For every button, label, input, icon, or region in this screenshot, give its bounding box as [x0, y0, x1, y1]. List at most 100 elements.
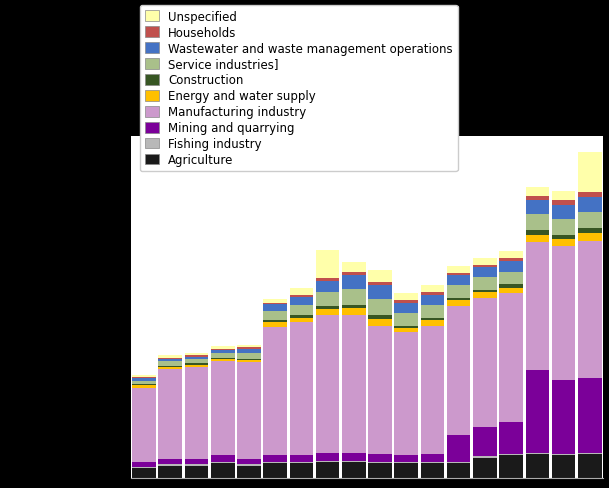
Bar: [263, 311, 287, 320]
Bar: [499, 455, 523, 478]
Bar: [578, 453, 602, 454]
Bar: [316, 462, 339, 478]
Bar: [421, 318, 445, 320]
Bar: [578, 454, 602, 478]
Bar: [237, 466, 261, 478]
Bar: [395, 328, 418, 333]
Bar: [211, 350, 234, 353]
Bar: [342, 276, 365, 289]
Bar: [395, 301, 418, 303]
Bar: [316, 293, 339, 306]
Bar: [211, 349, 234, 350]
Bar: [289, 323, 313, 455]
Bar: [499, 258, 523, 262]
Bar: [499, 285, 523, 288]
Bar: [342, 289, 365, 305]
Bar: [237, 459, 261, 465]
Bar: [237, 346, 261, 347]
Bar: [421, 462, 445, 463]
Bar: [421, 454, 445, 462]
Bar: [289, 318, 313, 323]
Bar: [473, 267, 497, 278]
Bar: [211, 362, 234, 455]
Bar: [526, 242, 549, 370]
Bar: [342, 305, 365, 309]
Bar: [473, 265, 497, 267]
Bar: [158, 369, 182, 459]
Bar: [473, 278, 497, 290]
Bar: [578, 233, 602, 241]
Bar: [158, 366, 182, 367]
Bar: [158, 367, 182, 369]
Bar: [263, 304, 287, 311]
Bar: [552, 240, 576, 247]
Bar: [185, 466, 208, 478]
Bar: [237, 353, 261, 359]
Bar: [132, 385, 156, 386]
Bar: [447, 462, 471, 463]
Bar: [578, 212, 602, 228]
Bar: [132, 386, 156, 388]
Bar: [158, 465, 182, 466]
Bar: [237, 349, 261, 353]
Bar: [447, 301, 471, 306]
Bar: [499, 251, 523, 258]
Bar: [158, 358, 182, 359]
Bar: [526, 197, 549, 201]
Bar: [578, 198, 602, 212]
Bar: [395, 333, 418, 455]
Bar: [132, 377, 156, 379]
Bar: [237, 465, 261, 466]
Bar: [447, 286, 471, 298]
Bar: [447, 463, 471, 478]
Bar: [526, 454, 549, 478]
Bar: [473, 293, 497, 298]
Bar: [421, 320, 445, 326]
Bar: [263, 327, 287, 455]
Bar: [237, 359, 261, 360]
Bar: [552, 454, 576, 455]
Bar: [499, 422, 523, 454]
Bar: [185, 364, 208, 365]
Bar: [263, 462, 287, 463]
Bar: [447, 266, 471, 273]
Bar: [316, 306, 339, 310]
Bar: [552, 247, 576, 380]
Bar: [447, 273, 471, 276]
Bar: [499, 272, 523, 285]
Bar: [289, 455, 313, 462]
Bar: [158, 356, 182, 358]
Bar: [342, 263, 365, 272]
Bar: [342, 309, 365, 316]
Bar: [368, 286, 392, 300]
Bar: [473, 456, 497, 458]
Bar: [185, 357, 208, 359]
Bar: [578, 379, 602, 453]
Bar: [158, 466, 182, 478]
Bar: [368, 271, 392, 283]
Bar: [526, 235, 549, 242]
Bar: [552, 192, 576, 201]
Bar: [578, 241, 602, 379]
Bar: [447, 276, 471, 286]
Bar: [211, 359, 234, 362]
Bar: [526, 370, 549, 453]
Bar: [211, 462, 234, 463]
Bar: [368, 454, 392, 462]
Bar: [185, 459, 208, 465]
Bar: [289, 462, 313, 463]
Bar: [132, 462, 156, 467]
Bar: [552, 205, 576, 219]
Bar: [289, 295, 313, 297]
Bar: [473, 458, 497, 478]
Bar: [316, 310, 339, 316]
Bar: [132, 468, 156, 478]
Bar: [263, 455, 287, 462]
Bar: [421, 305, 445, 318]
Bar: [316, 279, 339, 281]
Bar: [237, 363, 261, 459]
Bar: [395, 294, 418, 301]
Bar: [421, 463, 445, 478]
Bar: [499, 454, 523, 455]
Bar: [289, 288, 313, 295]
